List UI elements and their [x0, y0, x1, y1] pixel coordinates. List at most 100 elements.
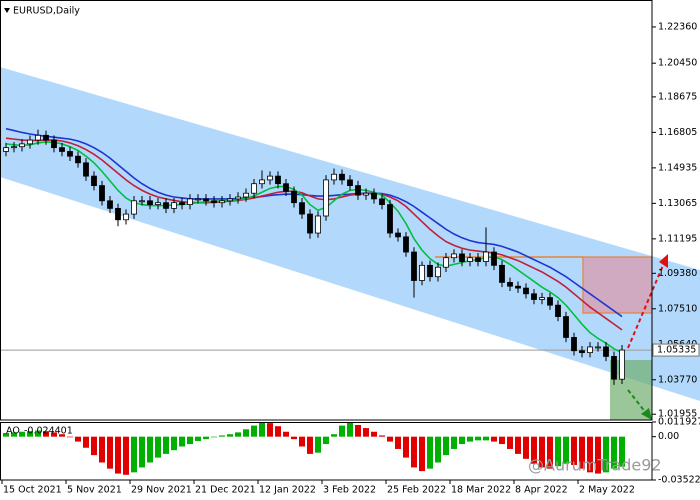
x-tick-label: 29 Nov 2021	[131, 485, 192, 496]
x-tick-label: 18 Mar 2022	[451, 485, 511, 496]
ao-bar	[347, 422, 353, 437]
ao-bar	[27, 431, 33, 437]
ao-bar	[203, 436, 209, 440]
candle-body	[499, 264, 505, 283]
candle-body	[619, 349, 625, 380]
candle-body	[299, 202, 305, 215]
candle-body	[267, 175, 273, 181]
ao-bar	[83, 436, 89, 448]
candle-body	[491, 251, 497, 266]
target-zone-down	[610, 360, 652, 420]
y-tick-label: 0.00	[658, 431, 679, 442]
candle-body	[467, 257, 473, 262]
candle-body	[75, 155, 81, 164]
y-tick-label: 1.14935	[658, 162, 697, 173]
candle-body	[555, 304, 561, 317]
candle-body	[203, 198, 209, 202]
arrow-up-head	[659, 254, 668, 268]
ao-plot	[3, 422, 625, 475]
ao-bar	[115, 436, 121, 474]
ao-bar	[195, 436, 201, 441]
ao-bar	[443, 436, 449, 456]
watermark: @AurumTrade92	[528, 456, 662, 475]
last-price-label: 1.05335	[657, 345, 696, 356]
ao-bar	[131, 436, 137, 473]
candle-body	[331, 173, 337, 181]
chart-title: EURUSD,Daily	[13, 6, 80, 17]
ao-bar	[323, 436, 329, 445]
candle-body	[35, 134, 41, 141]
ao-bar	[243, 429, 249, 437]
trend-channel	[0, 67, 700, 401]
candle-body	[123, 213, 129, 221]
ao-bar	[299, 436, 305, 447]
ao-bar	[267, 423, 273, 437]
x-tick-label: 5 Nov 2021	[67, 485, 122, 496]
x-tick-label: 25 Feb 2022	[387, 485, 446, 496]
ao-bar	[91, 436, 97, 456]
arrow-down	[627, 389, 647, 414]
candle-body	[475, 257, 481, 262]
candle-body	[595, 346, 601, 349]
y-tick-label: 1.07510	[658, 303, 697, 314]
ao-bar	[227, 434, 233, 437]
candle-body	[315, 215, 321, 234]
candle-body	[323, 179, 329, 217]
candle-body	[187, 198, 193, 205]
candle-body	[563, 316, 569, 338]
ao-bar	[619, 436, 625, 467]
candle-body	[99, 185, 105, 202]
ao-bar	[331, 434, 337, 437]
candle-body	[347, 179, 353, 187]
ao-bar	[547, 436, 553, 469]
y-tick-label: 1.18675	[658, 91, 697, 102]
ao-bar	[11, 432, 17, 437]
ao-bar	[59, 434, 65, 437]
candle-body	[155, 202, 161, 205]
ao-frame	[0, 422, 653, 481]
candle-body	[27, 139, 33, 145]
candle-body	[219, 200, 225, 204]
x-tick-label: 3 Feb 2022	[323, 485, 376, 496]
candle-body	[51, 139, 57, 149]
candle-body	[547, 297, 553, 306]
candle-body	[307, 213, 313, 234]
ao-bar	[515, 436, 521, 454]
candle-body	[59, 147, 65, 152]
x-tick-label: 15 Oct 2021	[3, 485, 62, 496]
candle-body	[19, 143, 25, 148]
ao-bar	[123, 436, 129, 475]
ao-bar	[403, 436, 409, 458]
candle-body	[83, 162, 89, 177]
candle-body	[371, 192, 377, 200]
candle-body	[171, 202, 177, 209]
ao-bar	[379, 435, 385, 437]
overlay	[627, 254, 668, 420]
x-tick-label: 12 Jan 2022	[259, 485, 316, 496]
ao-bar	[139, 436, 145, 468]
candle-body	[67, 151, 73, 157]
candle-body	[131, 200, 137, 215]
ao-bar	[371, 431, 377, 437]
ao-bar	[171, 436, 177, 451]
candle-body	[139, 200, 145, 203]
candle-body	[163, 202, 169, 209]
ao-bar	[507, 436, 513, 449]
candle-body	[243, 192, 249, 198]
arrow-up	[627, 262, 665, 349]
ao-bar	[155, 436, 161, 458]
y-tick-label: 1.22360	[658, 21, 697, 32]
main-plot	[0, 256, 652, 420]
ao-bar	[595, 436, 601, 474]
candle-body	[531, 293, 537, 300]
ao-bar	[467, 436, 473, 442]
ao-bar	[363, 428, 369, 437]
ao-bar	[387, 436, 393, 442]
candles	[3, 129, 625, 385]
arrow-down-head	[641, 408, 652, 420]
y-tick-label: 0.011927	[658, 417, 700, 428]
candle-body	[411, 251, 417, 281]
candle-body	[291, 190, 297, 204]
candle-body	[275, 175, 281, 185]
candle-body	[603, 346, 609, 357]
